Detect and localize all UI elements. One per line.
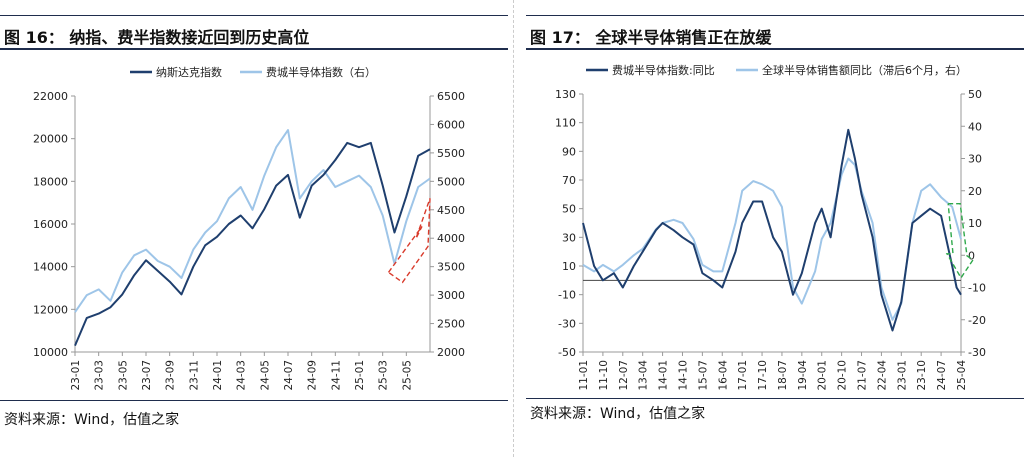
y-right-tick-label: 0 [968, 249, 975, 262]
y-right-tick-label: 50 [968, 88, 982, 101]
x-tick-label: 24-07 [936, 360, 948, 391]
chart-nasdaq-sox: 10000 12000 14000 16000 18000 20000 22000 2000 2… [33, 65, 465, 391]
x-tick-label: 17-10 [757, 360, 769, 391]
x-tick-label: 25-05 [401, 360, 413, 391]
y-left-tick-label: 130 [555, 88, 576, 101]
x-tick-label: 25-04 [956, 360, 968, 391]
x-tick-label: 14-01 [658, 360, 670, 391]
x-tick-label: 11-01 [578, 360, 590, 391]
y-left-tick-label: -50 [558, 346, 576, 359]
y-left-tick-label: 14000 [33, 261, 68, 274]
x-tick-label: 24-07 [283, 360, 295, 391]
figure-top-rule [0, 15, 508, 16]
x-tick-label: 12-07 [618, 360, 630, 391]
y-left-tick-label: 16000 [33, 218, 68, 231]
y-right-tick-label: 40 [968, 120, 982, 133]
y-right-tick-label: 5000 [437, 175, 465, 188]
trend-arrow-annotation [945, 202, 974, 280]
y-right-tick-label: 2500 [437, 318, 465, 331]
x-tick-label: 19-04 [797, 360, 809, 391]
y-left-tick-label: 18000 [33, 175, 68, 188]
figure-top-rule [526, 15, 1024, 16]
legend-label: 费城半导体指数:同比 [612, 63, 715, 77]
x-tick-label: 21-07 [857, 360, 869, 391]
y-left-tick-label: 10000 [33, 346, 68, 359]
x-tick-label: 16-04 [717, 360, 729, 391]
y-right-tick-label: 6000 [437, 118, 465, 131]
y-left-tick-label: 90 [562, 145, 576, 158]
y-right-tick-label: 2000 [437, 346, 465, 359]
figure-title: 图 16： 纳指、费半指数接近回到历史高位 [4, 28, 310, 47]
x-tick-label: 24-05 [259, 360, 271, 391]
y-right-tick-label: -20 [968, 314, 986, 327]
y-right-tick-label: -30 [968, 346, 986, 359]
y-left-tick-label: 30 [562, 231, 576, 244]
x-tick-label: 23-05 [117, 360, 129, 391]
source-rule [0, 400, 508, 401]
title-underline [0, 48, 508, 50]
x-tick-label: 23-09 [165, 360, 177, 391]
series-line [74, 141, 431, 346]
y-right-tick-label: 4500 [437, 204, 465, 217]
x-tick-label: 14-10 [677, 360, 689, 391]
x-tick-label: 18-07 [777, 360, 789, 391]
chart-semi-sales: -50 -30 -10 10 30 50 70 90 110 130 -30 -20 -10 0 10 20 3… [555, 63, 986, 391]
y-left-tick-label: 10 [562, 260, 576, 273]
x-tick-label: 23-07 [141, 360, 153, 391]
figure-17: 图 17： 全球半导体销售正在放缓 -50 -30 -10 10 30 50 70 90 110… [526, 0, 1024, 457]
series-line [74, 129, 431, 313]
y-left-tick-label: 70 [562, 174, 576, 187]
figure-source: 资料来源：Wind，估值之家 [4, 412, 180, 428]
legend-label: 纳斯达克指数 [156, 65, 222, 79]
y-right-tick-label: 5500 [437, 147, 465, 160]
y-right-tick-label: 30 [968, 153, 982, 166]
y-left-tick-label: -30 [558, 317, 576, 330]
x-tick-label: 25-03 [378, 360, 390, 391]
x-tick-label: 20-10 [837, 360, 849, 391]
legend-label: 全球半导体销售额同比（滞后6个月，右） [762, 63, 967, 77]
y-right-tick-label: 3500 [437, 261, 465, 274]
x-tick-label: 23-03 [94, 360, 106, 391]
figure-16: 图 16： 纳指、费半指数接近回到历史高位 10000 12000 14000 160… [0, 0, 508, 457]
x-tick-label: 24-03 [236, 360, 248, 391]
y-right-tick-label: -10 [968, 282, 986, 295]
y-right-tick-label: 3000 [437, 289, 465, 302]
y-right-tick-label: 20 [968, 185, 982, 198]
y-right-tick-label: 10 [968, 217, 982, 230]
figure-separator [513, 0, 514, 457]
x-tick-label: 24-09 [307, 360, 319, 391]
y-left-tick-label: 110 [555, 117, 576, 130]
x-tick-label: 22-04 [876, 360, 888, 391]
x-tick-label: 24-11 [330, 360, 342, 391]
y-left-tick-label: 12000 [33, 303, 68, 316]
figure-title: 图 17： 全球半导体销售正在放缓 [530, 28, 772, 47]
series-line [582, 128, 962, 332]
x-tick-label: 24-01 [212, 360, 224, 391]
legend-label: 费城半导体指数（右） [266, 65, 376, 79]
x-tick-label: 23-11 [188, 360, 200, 391]
x-tick-label: 11-10 [598, 360, 610, 391]
series-line [582, 157, 962, 321]
source-rule [526, 398, 1024, 399]
y-left-tick-label: -10 [558, 289, 576, 302]
title-underline [526, 48, 1024, 50]
x-tick-label: 20-01 [817, 360, 829, 391]
y-left-tick-label: 20000 [33, 133, 68, 146]
y-left-tick-label: 50 [562, 203, 576, 216]
y-right-tick-label: 4000 [437, 232, 465, 245]
y-right-tick-label: 6500 [437, 90, 465, 103]
x-tick-label: 23-10 [916, 360, 928, 391]
x-tick-label: 17-01 [737, 360, 749, 391]
x-tick-label: 23-01 [70, 360, 82, 391]
x-tick-label: 23-01 [896, 360, 908, 391]
x-tick-label: 25-01 [354, 360, 366, 391]
x-tick-label: 13-04 [638, 360, 650, 391]
x-tick-label: 15-07 [697, 360, 709, 391]
figure-source: 资料来源：Wind，估值之家 [530, 406, 706, 422]
y-left-tick-label: 22000 [33, 90, 68, 103]
trend-arrow-annotation [387, 198, 431, 284]
